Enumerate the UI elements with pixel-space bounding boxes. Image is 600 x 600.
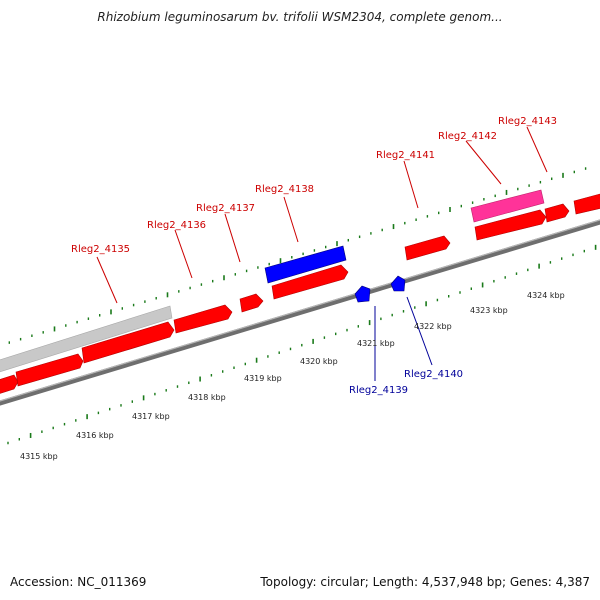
gene-label: Rleg2_4138	[255, 184, 314, 195]
upper-tick-row	[8, 167, 587, 344]
scale-label: 4322 kbp	[414, 322, 452, 331]
gene-bar-blue	[264, 245, 347, 284]
gene-label: Rleg2_4135	[71, 244, 130, 255]
gene-arrow	[173, 304, 233, 334]
gene-label: Rleg2_4143	[498, 116, 557, 127]
forward-genes-lower	[0, 264, 349, 394]
gene-arrow	[404, 235, 451, 261]
scale-label: 4320 kbp	[300, 357, 338, 366]
gene-arrow	[0, 374, 19, 394]
gene-arrow-blue	[354, 285, 371, 303]
scale-label: 4318 kbp	[188, 393, 226, 402]
gene-label: Rleg2_4140	[404, 369, 463, 380]
gene-label: Rleg2_4141	[376, 150, 435, 161]
scale-label: 4317 kbp	[132, 412, 170, 421]
gene-label: Rleg2_4142	[438, 131, 497, 142]
pink-gene	[470, 189, 545, 223]
gene-label: Rleg2_4137	[196, 203, 255, 214]
scale-label: 4321 kbp	[357, 339, 395, 348]
gene-arrow	[474, 209, 547, 241]
gene-arrow	[239, 293, 264, 313]
gene-arrow-blue	[390, 275, 406, 292]
gene-label: Rleg2_4136	[147, 220, 206, 231]
gene-arrow	[573, 193, 600, 215]
gene-arrow	[81, 321, 175, 364]
scale-labels: 4315 kbp 4316 kbp 4317 kbp 4318 kbp 4319…	[20, 291, 565, 461]
scale-label: 4319 kbp	[244, 374, 282, 383]
genome-stats-text: Topology: circular; Length: 4,537,948 bp…	[260, 575, 590, 589]
lower-tick-row	[7, 244, 597, 445]
gene-arrow	[271, 264, 349, 300]
gray-feature-bar	[0, 305, 173, 373]
map-title: Rhizobium leguminosarum bv. trifolii WSM…	[97, 10, 503, 24]
scale-label: 4323 kbp	[470, 306, 508, 315]
forward-gene-labels: Rleg2_4135 Rleg2_4136 Rleg2_4137 Rleg2_4…	[71, 116, 557, 304]
scale-label: 4315 kbp	[20, 452, 58, 461]
scale-label: 4324 kbp	[527, 291, 565, 300]
gene-arrow	[15, 353, 84, 387]
gene-arrow	[544, 203, 570, 223]
reverse-gene-labels: Rleg2_4139 Rleg2_4140	[349, 296, 463, 396]
genome-backbone	[0, 219, 600, 406]
forward-genes-upper	[404, 193, 600, 261]
scale-label: 4316 kbp	[76, 431, 114, 440]
accession-text: Accession: NC_011369	[10, 575, 147, 589]
gene-label: Rleg2_4139	[349, 385, 408, 396]
reverse-genes	[264, 245, 406, 303]
